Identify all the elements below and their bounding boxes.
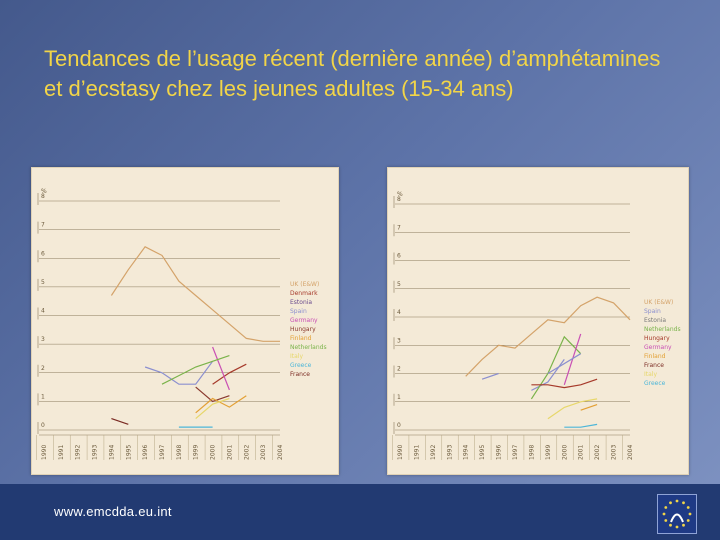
y-tick-label: 0 [397, 422, 401, 429]
x-tick-label: 2002 [243, 445, 250, 460]
series-line [195, 397, 230, 420]
series-line [212, 363, 247, 385]
y-axis-unit-label: % [397, 191, 403, 198]
series-line [547, 353, 582, 375]
x-tick-label: 1999 [545, 445, 552, 460]
x-tick-label: 1999 [193, 445, 200, 460]
x-tick-label: 1990 [41, 445, 48, 460]
series-line [161, 355, 230, 385]
y-tick-label: 4 [397, 309, 401, 316]
legend-entry: Finland [290, 335, 312, 342]
y-tick-label: 8 [397, 196, 401, 203]
y-tick-label: 6 [397, 253, 401, 260]
legend-entry: Hungary [644, 335, 670, 342]
footer-bar: www.emcdda.eu.int [0, 484, 720, 540]
y-tick-label: 5 [397, 281, 401, 288]
x-tick-label: 2004 [627, 445, 634, 460]
x-tick-label: 1994 [463, 445, 470, 460]
y-tick-label: 7 [397, 224, 401, 231]
legend-entry: UK (E&W) [644, 299, 673, 306]
series-line [111, 418, 129, 425]
chart-amphetamines-svg: % 0 1 2 3 4 5 6 7 8 1990 1991 1992 1993 1994 1995 1996 19… [36, 188, 327, 460]
series-line [144, 360, 214, 385]
series-line [465, 296, 631, 377]
x-tick-label: 1993 [92, 445, 99, 460]
x-tick-label: 1991 [58, 445, 65, 460]
series-line [547, 398, 598, 420]
legend-entry: Netherlands [290, 344, 327, 351]
y-tick-label: 6 [41, 250, 45, 257]
x-tick-label: 2003 [260, 445, 267, 460]
legend-entry: Greece [290, 362, 312, 369]
x-tick-label: 1997 [512, 445, 519, 460]
x-tick-label: 1995 [479, 445, 486, 460]
y-axis-unit-label: % [41, 188, 47, 195]
series-line [110, 246, 280, 342]
x-tick-label: 1998 [176, 445, 183, 460]
y-tick-label: 1 [397, 394, 401, 401]
y-tick-label: 8 [41, 193, 45, 200]
chart-amphetamines: % 0 1 2 3 4 5 6 7 8 1990 1991 1992 1993 1994 1995 1996 19… [31, 167, 339, 475]
x-tick-label: 2000 [210, 445, 217, 460]
series-line [212, 346, 230, 391]
x-tick-label: 1992 [75, 445, 82, 460]
legend-entry: Finland [644, 353, 666, 360]
y-tick-label: 2 [397, 366, 401, 373]
series-line [531, 359, 565, 391]
x-tick-label: 1992 [430, 445, 437, 460]
series-line [530, 335, 582, 400]
legend-entry: Hungary [290, 326, 316, 333]
x-tick-label: 2002 [594, 445, 601, 460]
legend-entry: Spain [290, 308, 307, 315]
emcdda-logo-icon [662, 499, 692, 529]
y-tick-label: 2 [41, 365, 45, 372]
footer-url[interactable]: www.emcdda.eu.int [54, 504, 172, 519]
y-tick-label: 4 [41, 308, 45, 315]
legend-entry: Germany [644, 344, 672, 351]
legend-entry: Denmark [290, 290, 318, 297]
series-line [531, 378, 598, 389]
chart-ecstasy: % 0 1 2 3 4 5 6 7 8 1990 1991 1992 1993 1994 1995 1996 19… [387, 167, 689, 475]
legend-entry: Netherlands [644, 326, 681, 333]
legend-entry: Greece [644, 380, 666, 387]
chart-ecstasy-svg: % 0 1 2 3 4 5 6 7 8 1990 1991 1992 1993 1994 1995 1996 19… [392, 191, 681, 460]
x-tick-label: 2000 [561, 445, 568, 460]
x-tick-label: 2003 [611, 445, 618, 460]
x-tick-label: 1991 [413, 445, 420, 460]
x-tick-label: 2004 [277, 445, 284, 460]
slide-title: Tendances de l’usage récent (dernière an… [44, 46, 661, 101]
x-tick-label: 1998 [528, 445, 535, 460]
x-tick-label: 1996 [142, 445, 149, 460]
x-tick-label: 1997 [159, 445, 166, 460]
legend-entry: Germany [290, 317, 318, 324]
y-tick-label: 3 [397, 337, 401, 344]
x-tick-label: 1993 [446, 445, 453, 460]
y-tick-label: 1 [41, 393, 45, 400]
legend-entry: Estonia [644, 317, 666, 324]
legend-entry: Spain [644, 308, 661, 315]
y-tick-label: 7 [41, 222, 45, 229]
x-tick-label: 1995 [125, 445, 132, 460]
x-tick-label: 1990 [397, 445, 404, 460]
x-tick-label: 1996 [496, 445, 503, 460]
series-line [195, 395, 247, 414]
y-tick-label: 5 [41, 279, 45, 286]
series-line [564, 423, 598, 428]
y-tick-label: 0 [41, 422, 45, 429]
y-tick-label: 3 [41, 336, 45, 343]
legend-entry: Italy [290, 353, 303, 360]
legend-entry: France [644, 362, 664, 369]
legend-entry: France [290, 371, 310, 378]
x-tick-label: 2001 [226, 445, 233, 460]
legend-entry: Italy [644, 371, 657, 378]
series-line [481, 372, 499, 380]
series-line [580, 404, 598, 411]
series-line [195, 386, 230, 403]
x-tick-label: 2001 [578, 445, 585, 460]
legend-entry: Estonia [290, 299, 312, 306]
legend-entry: UK (E&W) [290, 281, 319, 288]
x-tick-label: 1994 [108, 445, 115, 460]
emcdda-logo [657, 494, 697, 534]
